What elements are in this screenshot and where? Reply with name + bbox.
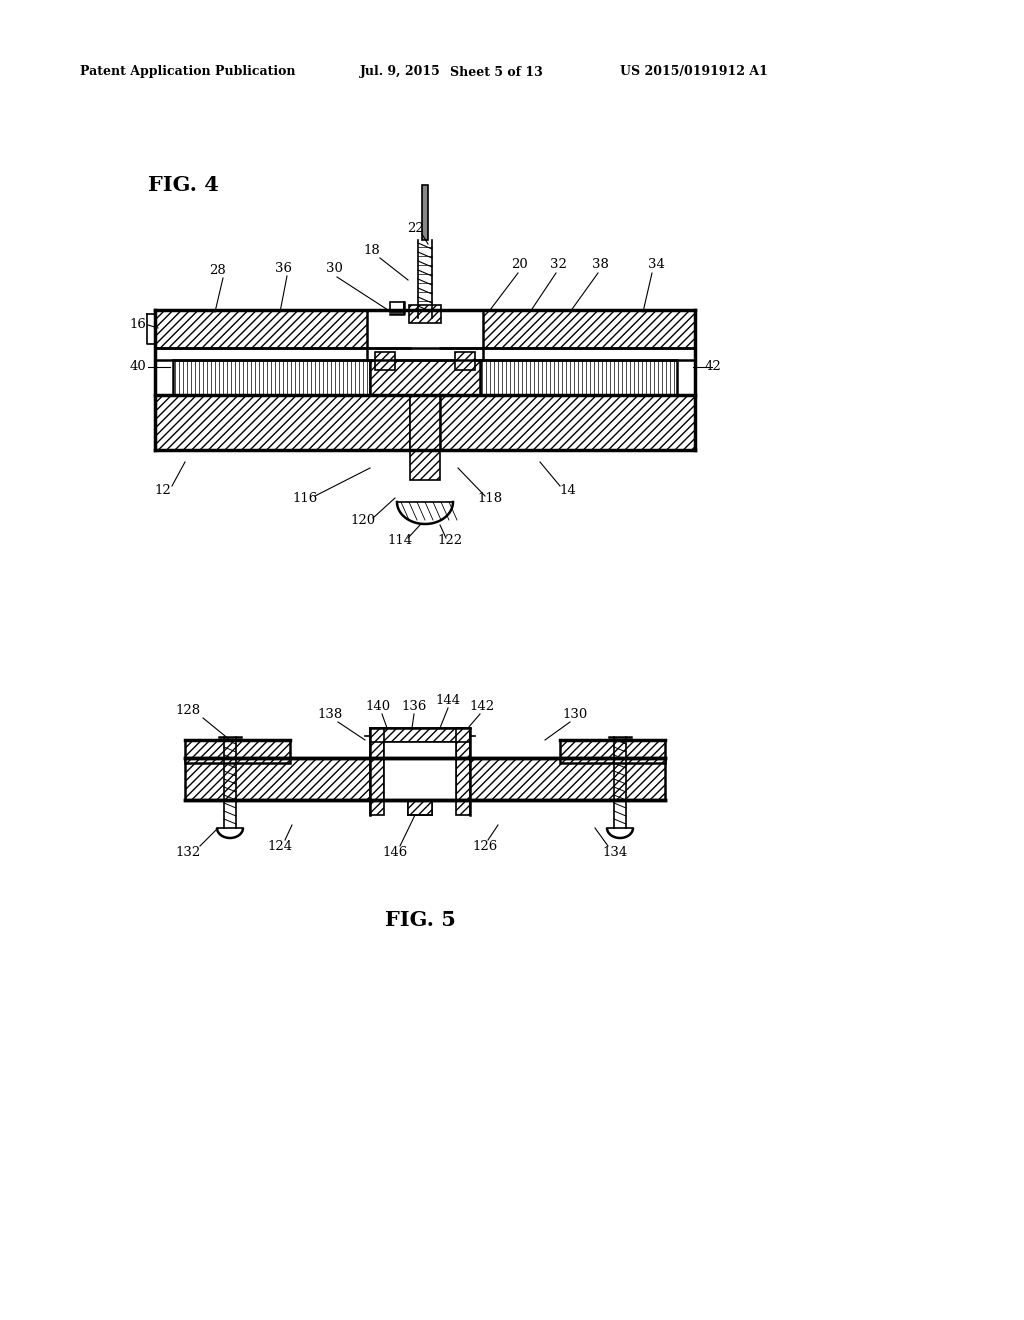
Text: 22: 22: [407, 222, 423, 235]
Text: 138: 138: [317, 708, 343, 721]
Text: 136: 136: [401, 700, 427, 713]
Text: 130: 130: [562, 708, 588, 721]
Bar: [409, 305, 441, 323]
Text: Patent Application Publication: Patent Application Publication: [80, 66, 296, 78]
Text: 40: 40: [130, 360, 146, 374]
Text: 118: 118: [477, 491, 503, 504]
Bar: [185, 741, 290, 763]
Text: 42: 42: [705, 360, 721, 374]
Text: 126: 126: [472, 840, 498, 853]
Bar: [390, 302, 404, 312]
Bar: [422, 185, 428, 240]
Text: 128: 128: [175, 704, 201, 717]
Bar: [370, 729, 470, 742]
Text: 14: 14: [560, 483, 577, 496]
Bar: [483, 310, 695, 348]
Bar: [455, 352, 475, 370]
Text: 132: 132: [175, 846, 201, 858]
Text: 144: 144: [435, 693, 461, 706]
Bar: [185, 758, 665, 800]
Bar: [470, 758, 665, 800]
Bar: [155, 395, 410, 450]
Text: 30: 30: [326, 261, 342, 275]
Bar: [456, 729, 470, 814]
Text: 124: 124: [267, 840, 293, 853]
Text: FIG. 4: FIG. 4: [148, 176, 219, 195]
Text: 20: 20: [512, 259, 528, 272]
Text: 34: 34: [647, 259, 665, 272]
Text: 16: 16: [130, 318, 146, 331]
Text: 38: 38: [592, 259, 608, 272]
Text: US 2015/0191912 A1: US 2015/0191912 A1: [620, 66, 768, 78]
Bar: [155, 310, 367, 348]
Text: 116: 116: [293, 491, 317, 504]
Text: 142: 142: [469, 700, 495, 713]
Bar: [384, 758, 456, 800]
Text: 12: 12: [155, 483, 171, 496]
Bar: [408, 800, 432, 814]
Text: Jul. 9, 2015: Jul. 9, 2015: [360, 66, 440, 78]
Text: 36: 36: [274, 261, 292, 275]
Text: FIG. 5: FIG. 5: [385, 909, 456, 931]
Bar: [480, 360, 677, 395]
Text: 32: 32: [550, 259, 566, 272]
Text: 134: 134: [602, 846, 628, 858]
Text: 122: 122: [437, 533, 463, 546]
Bar: [410, 395, 440, 480]
Bar: [370, 360, 480, 395]
Bar: [384, 742, 456, 759]
Bar: [440, 395, 695, 450]
Bar: [370, 729, 384, 814]
Bar: [185, 758, 370, 800]
Bar: [375, 352, 395, 370]
Text: 140: 140: [366, 700, 390, 713]
Text: 18: 18: [364, 243, 380, 256]
Text: Sheet 5 of 13: Sheet 5 of 13: [450, 66, 543, 78]
Bar: [560, 741, 665, 763]
Text: 114: 114: [387, 533, 413, 546]
Bar: [173, 360, 370, 395]
Text: 120: 120: [350, 513, 376, 527]
Text: 146: 146: [382, 846, 408, 858]
Bar: [408, 800, 432, 814]
Text: 28: 28: [210, 264, 226, 276]
